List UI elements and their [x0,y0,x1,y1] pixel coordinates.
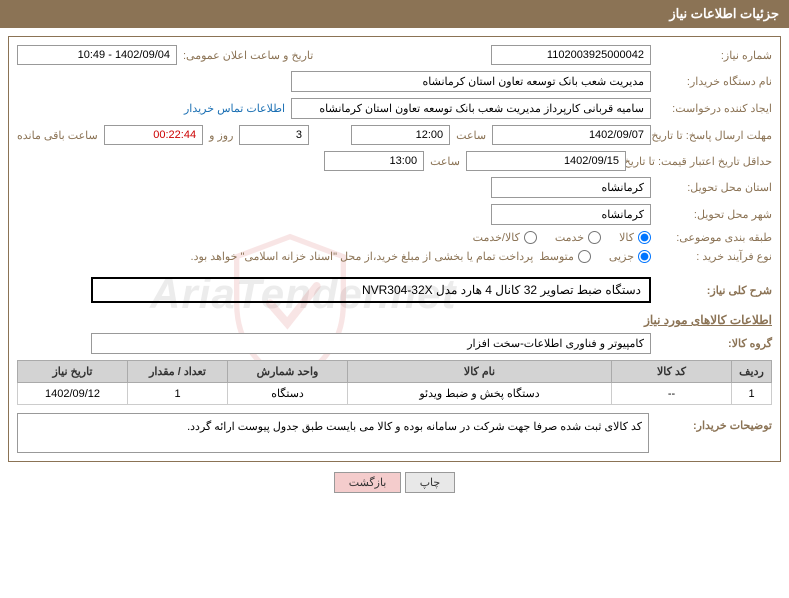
field-buyer-notes: کد کالای ثبت شده صرفا جهت شرکت در سامانه… [17,413,649,453]
row-city: شهر محل تحویل: کرمانشاه [17,204,772,225]
label-need-no: شماره نیاز: [657,49,772,62]
field-buyer-org: مدیریت شعب بانک توسعه تعاون استان کرمانش… [291,71,651,92]
row-province: استان محل تحویل: کرمانشاه [17,177,772,198]
label-subject-class: طبقه بندی موضوعی: [657,231,772,244]
radio-small[interactable]: جزیی [609,250,651,263]
row-requester: ایجاد کننده درخواست: سامیه قربانی کارپرد… [17,98,772,119]
td-qty: 1 [128,383,228,405]
th-unit: واحد شمارش [228,361,348,383]
button-bar: چاپ بازگشت [0,472,789,493]
field-validity-time: 13:00 [324,151,424,171]
th-idx: ردیف [732,361,772,383]
field-reply-time: 12:00 [351,125,450,145]
row-purchase-type: نوع فرآیند خرید : جزیی متوسط پرداخت تمام… [17,250,772,263]
label-remaining: ساعت باقی مانده [17,129,98,142]
row-product-group: گروه کالا: کامپیوتر و فناوری اطلاعات-سخت… [17,333,772,354]
table-row: 1 -- دستگاه پخش و ضبط ویدئو دستگاه 1 140… [18,383,772,405]
subject-class-group: کالا خدمت کالا/خدمت [473,231,651,244]
td-idx: 1 [732,383,772,405]
purchase-type-group: جزیی متوسط [539,250,651,263]
row-general-desc: شرح کلی نیاز: دستگاه ضبط تصاویر 32 کانال… [17,277,772,303]
th-name: نام کالا [348,361,612,383]
td-date: 1402/09/12 [18,383,128,405]
label-product-group: گروه کالا: [657,337,772,350]
field-city: کرمانشاه [491,204,651,225]
row-buyer-org: نام دستگاه خریدار: مدیریت شعب بانک توسعه… [17,71,772,92]
page-header: جزئیات اطلاعات نیاز [0,0,789,28]
label-hour-1: ساعت [456,129,486,142]
label-reply-deadline: مهلت ارسال پاسخ: تا تاریخ: [657,129,772,142]
field-reply-date: 1402/09/07 [492,125,651,145]
radio-small-input[interactable] [638,250,651,263]
field-days-left: 3 [239,125,309,145]
radio-goods-input[interactable] [638,231,651,244]
row-price-validity: حداقل تاریخ اعتبار قیمت: تا تاریخ: 1402/… [17,151,772,171]
purchase-note: پرداخت تمام یا بخشی از مبلغ خرید،از محل … [191,250,534,263]
radio-service-input[interactable] [588,231,601,244]
field-announce-dt: 1402/09/04 - 10:49 [17,45,177,65]
field-province: کرمانشاه [491,177,651,198]
radio-goods[interactable]: کالا [619,231,651,244]
label-announce-dt: تاریخ و ساعت اعلان عمومی: [183,49,313,62]
items-section-title: اطلاعات کالاهای مورد نیاز [17,313,772,327]
label-purchase-type: نوع فرآیند خرید : [657,250,772,263]
field-general-desc: دستگاه ضبط تصاویر 32 کانال 4 هارد مدل NV… [91,277,651,303]
field-need-no: 1102003925000042 [491,45,651,65]
row-need-number: شماره نیاز: 1102003925000042 تاریخ و ساع… [17,45,772,65]
label-price-validity: حداقل تاریخ اعتبار قیمت: تا تاریخ: [632,155,772,168]
td-name: دستگاه پخش و ضبط ویدئو [348,383,612,405]
radio-medium[interactable]: متوسط [539,250,591,263]
field-product-group: کامپیوتر و فناوری اطلاعات-سخت افزار [91,333,651,354]
label-buyer-org: نام دستگاه خریدار: [657,75,772,88]
td-unit: دستگاه [228,383,348,405]
row-subject-class: طبقه بندی موضوعی: کالا خدمت کالا/خدمت [17,231,772,244]
table-header-row: ردیف کد کالا نام کالا واحد شمارش تعداد /… [18,361,772,383]
main-panel: شماره نیاز: 1102003925000042 تاریخ و ساع… [8,36,781,462]
field-requester: سامیه قربانی کارپرداز مدیریت شعب بانک تو… [291,98,651,119]
radio-both[interactable]: کالا/خدمت [473,231,537,244]
th-code: کد کالا [612,361,732,383]
page-title: جزئیات اطلاعات نیاز [669,6,779,21]
radio-both-input[interactable] [524,231,537,244]
th-date: تاریخ نیاز [18,361,128,383]
field-time-left: 00:22:44 [104,125,203,145]
print-button[interactable]: چاپ [405,472,456,493]
th-qty: تعداد / مقدار [128,361,228,383]
label-city: شهر محل تحویل: [657,208,772,221]
field-validity-date: 1402/09/15 [466,151,626,171]
td-code: -- [612,383,732,405]
items-table: ردیف کد کالا نام کالا واحد شمارش تعداد /… [17,360,772,405]
back-button[interactable]: بازگشت [334,472,402,493]
buyer-contact-link[interactable]: اطلاعات تماس خریدار [184,102,285,115]
label-province: استان محل تحویل: [657,181,772,194]
label-days-and: روز و [209,129,233,142]
label-hour-2: ساعت [430,155,460,168]
radio-service[interactable]: خدمت [555,231,601,244]
label-general-desc: شرح کلی نیاز: [657,284,772,297]
label-buyer-notes: توضیحات خریدار: [657,413,772,432]
row-buyer-notes: توضیحات خریدار: کد کالای ثبت شده صرفا جه… [17,413,772,453]
radio-medium-input[interactable] [578,250,591,263]
label-requester: ایجاد کننده درخواست: [657,102,772,115]
row-reply-deadline: مهلت ارسال پاسخ: تا تاریخ: 1402/09/07 سا… [17,125,772,145]
